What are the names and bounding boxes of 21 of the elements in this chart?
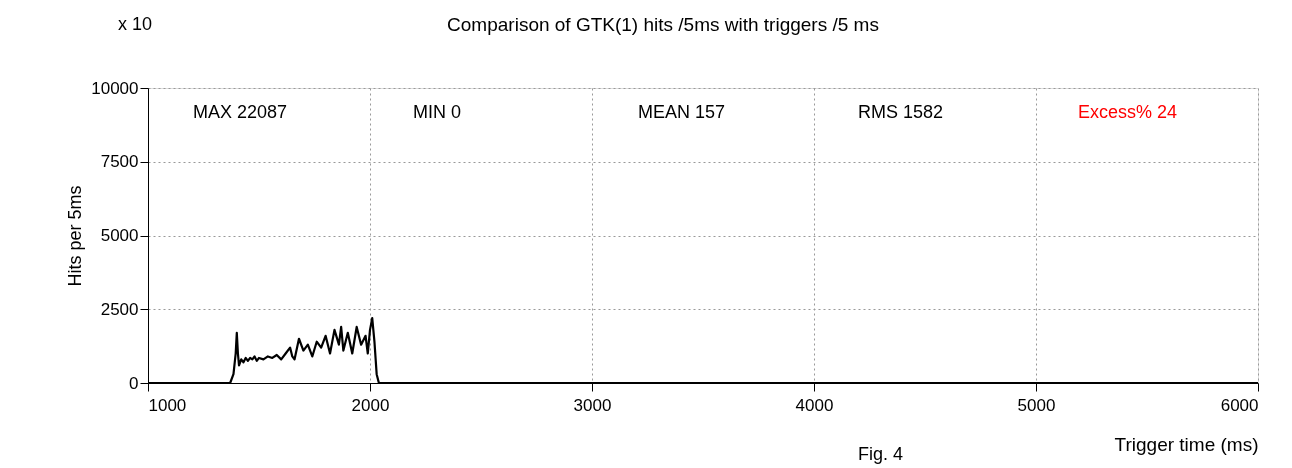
annotation: MAX 22087 <box>193 102 288 122</box>
annotation: RMS 1582 <box>858 102 944 122</box>
y-tick-label: 10000 <box>91 78 139 98</box>
caption: Fig. 4 <box>858 444 904 464</box>
x-tick-label: 4000 <box>795 395 834 415</box>
y-tick-label: 5000 <box>100 226 139 245</box>
y-tick-label: 2500 <box>100 299 139 319</box>
y-axis-title: Hits per 5ms <box>65 185 86 287</box>
chart-title: Comparison of GTK(1) hits /5ms with triggers /5 ms <box>447 14 879 35</box>
y-tick-label: 0 <box>129 373 139 393</box>
x-tick-label: 2000 <box>351 395 390 415</box>
y-tick-label: 7500 <box>100 152 139 172</box>
x-tick-label: 6000 <box>1220 395 1259 415</box>
x-axis-title: Trigger time (ms) <box>1114 433 1259 455</box>
text: x 10 <box>118 14 153 34</box>
x-tick-label: 3000 <box>573 395 612 415</box>
annotation: MIN 0 <box>413 102 462 122</box>
annotation: Excess% 24 <box>1078 102 1178 122</box>
x-tick-label: 1000 <box>148 395 187 415</box>
annotation: MEAN 157 <box>638 102 726 122</box>
x-tick-label: 5000 <box>1017 395 1056 415</box>
